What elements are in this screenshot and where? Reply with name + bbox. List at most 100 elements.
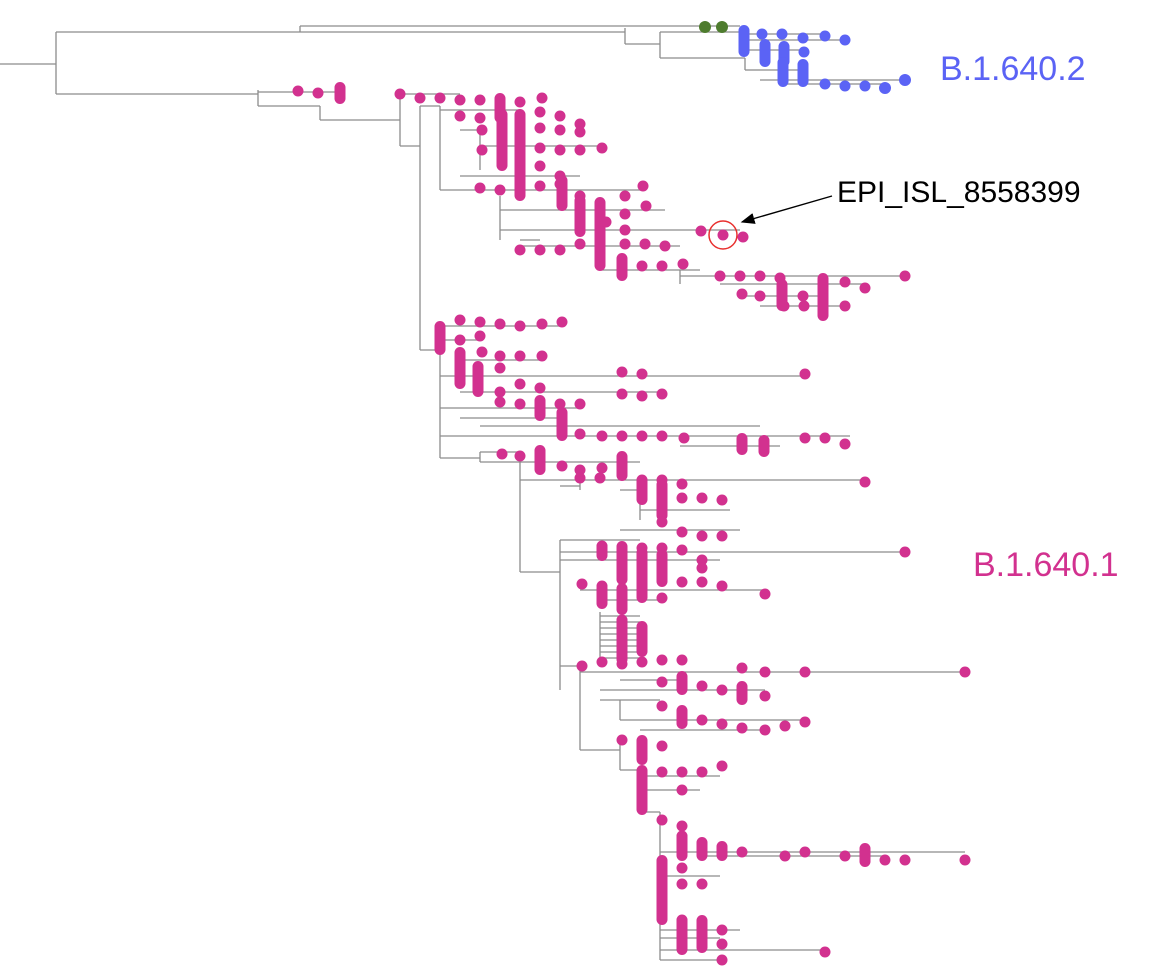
tree-tip-group	[759, 39, 771, 67]
tree-tip-group	[616, 451, 628, 481]
tree-tip	[656, 260, 668, 272]
tree-tip	[454, 334, 466, 346]
tree-tip-group	[676, 915, 688, 955]
tree-tip	[594, 250, 606, 262]
tree-tip	[474, 316, 486, 328]
tree-tip	[656, 700, 668, 712]
tree-tip	[839, 80, 851, 92]
tree-tip	[696, 576, 708, 588]
tree-tip	[514, 96, 526, 108]
tree-tip-group	[676, 705, 688, 729]
tree-tip	[676, 862, 688, 874]
tree-tip	[637, 180, 649, 192]
tree-tip	[596, 430, 608, 442]
tree-tip-group	[574, 195, 586, 237]
tree-tip	[534, 160, 546, 172]
tree-tip	[676, 526, 688, 538]
tree-tip	[798, 300, 810, 312]
tree-tip	[574, 428, 586, 440]
tree-tip	[716, 924, 728, 936]
tree-tip-group	[656, 855, 668, 925]
tree-tip-group	[616, 541, 628, 585]
tree-tip	[716, 530, 728, 542]
tree-tip	[476, 346, 488, 358]
tree-tip	[554, 110, 566, 122]
tree-tip-group	[434, 321, 446, 355]
tree-tip	[292, 85, 304, 97]
tree-tip	[534, 106, 546, 118]
tree-tip-group	[496, 109, 508, 171]
tree-tip	[959, 666, 971, 678]
tree-tip-group	[736, 433, 748, 455]
tree-tip	[616, 388, 628, 400]
tree-tip	[879, 854, 891, 866]
tree-tip	[839, 276, 851, 288]
tree-tip	[859, 282, 871, 294]
tree-tip	[494, 318, 506, 330]
tree-tip	[879, 82, 891, 94]
tree-tip	[676, 654, 688, 666]
tree-tip	[494, 396, 506, 408]
tree-tip-group	[596, 541, 608, 561]
tree-tip	[676, 878, 688, 890]
tree-tip-group	[616, 615, 628, 665]
tree-tip	[736, 846, 748, 858]
tree-tip	[476, 124, 488, 136]
tree-tip-group	[696, 915, 708, 953]
tree-tip	[676, 576, 688, 588]
tree-tip	[699, 21, 711, 33]
tree-tip	[736, 288, 748, 300]
tree-tip	[534, 180, 546, 192]
tree-tip	[636, 656, 648, 668]
tree-tip-group	[738, 25, 750, 57]
tree-tip	[514, 244, 526, 256]
tree-tip-group	[534, 395, 546, 421]
tree-tip	[494, 350, 506, 362]
tree-tip	[656, 814, 668, 826]
tree-tip	[734, 270, 746, 282]
tree-tip	[716, 684, 728, 696]
tree-tip-group	[656, 479, 668, 521]
tree-tip	[899, 270, 911, 282]
tree-tip	[736, 722, 748, 734]
tree-tip	[576, 660, 588, 672]
tree-tip	[476, 144, 488, 156]
tree-tip	[839, 438, 851, 450]
highlight-marker	[708, 195, 833, 250]
tree-tip	[696, 562, 708, 574]
tree-tip	[696, 492, 708, 504]
tree-tip	[536, 350, 548, 362]
tree-tip	[717, 229, 729, 241]
tree-tips	[292, 21, 971, 966]
tree-tip-group	[472, 361, 484, 397]
tree-tip	[716, 580, 728, 592]
tree-tip	[779, 850, 791, 862]
tree-tip-group	[454, 347, 466, 389]
tree-tip	[656, 592, 668, 604]
tree-tip	[659, 240, 671, 252]
tree-tip	[756, 28, 768, 40]
tree-tip	[454, 110, 466, 122]
tree-tip	[619, 224, 631, 236]
tree-tip	[797, 32, 809, 44]
tree-tip	[554, 398, 566, 410]
tree-tip	[696, 766, 708, 778]
tree-tip	[514, 398, 526, 410]
tree-tip-group	[636, 735, 648, 765]
tree-tip	[656, 430, 668, 442]
tree-tip	[554, 144, 566, 156]
tree-tip	[636, 390, 648, 402]
tree-tip	[574, 118, 586, 130]
tree-tip	[536, 92, 548, 104]
tree-tip-group	[534, 445, 546, 475]
tree-tip	[716, 760, 728, 772]
tree-tip	[819, 78, 831, 90]
tree-tip	[799, 666, 811, 678]
tree-tip	[616, 734, 628, 746]
tree-tip	[574, 472, 586, 484]
tree-tip-group	[556, 407, 568, 441]
tree-tip-group	[777, 57, 789, 87]
tree-tip	[959, 854, 971, 866]
tree-tip	[799, 846, 811, 858]
